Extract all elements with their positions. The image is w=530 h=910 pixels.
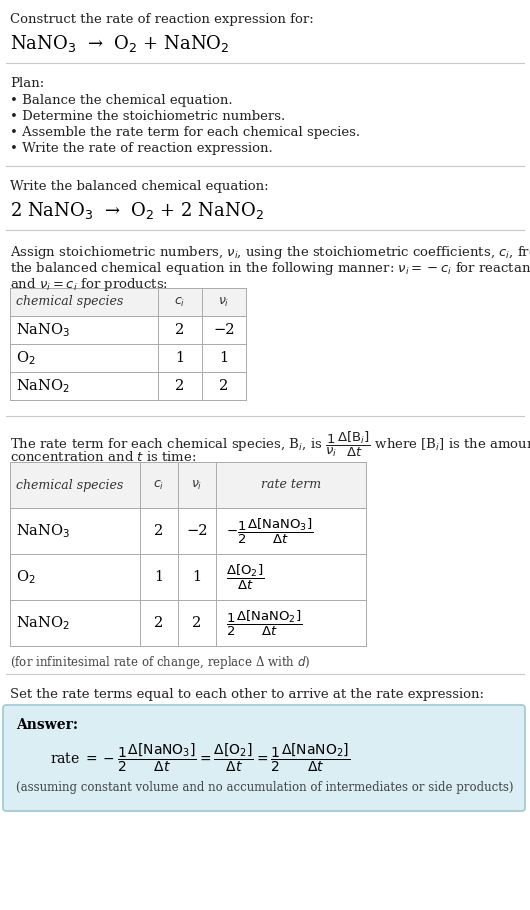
Text: 2: 2: [192, 616, 201, 630]
Text: 1: 1: [219, 351, 228, 365]
Text: $\nu_i$: $\nu_i$: [218, 296, 229, 308]
FancyBboxPatch shape: [3, 705, 525, 811]
Text: (assuming constant volume and no accumulation of intermediates or side products): (assuming constant volume and no accumul…: [16, 781, 514, 794]
Text: $c_i$: $c_i$: [174, 296, 186, 308]
Text: concentration and $t$ is time:: concentration and $t$ is time:: [10, 450, 197, 464]
Text: Construct the rate of reaction expression for:: Construct the rate of reaction expressio…: [10, 13, 314, 26]
Bar: [10, 288, 246, 316]
Text: 2: 2: [154, 524, 164, 538]
Text: rate $= -\dfrac{1}{2}\dfrac{\Delta[\mathrm{NaNO_3}]}{\Delta t} = \dfrac{\Delta[\: rate $= -\dfrac{1}{2}\dfrac{\Delta[\math…: [50, 742, 350, 774]
Text: rate term: rate term: [261, 479, 321, 491]
Text: $-\dfrac{1}{2}\dfrac{\Delta[\mathrm{NaNO_3}]}{\Delta t}$: $-\dfrac{1}{2}\dfrac{\Delta[\mathrm{NaNO…: [226, 516, 313, 546]
Text: 2: 2: [175, 379, 184, 393]
Text: • Balance the chemical equation.: • Balance the chemical equation.: [10, 94, 233, 107]
Bar: [10, 462, 366, 508]
Text: 1: 1: [175, 351, 184, 365]
Text: 1: 1: [154, 570, 164, 584]
Text: and $\nu_i = c_i$ for products:: and $\nu_i = c_i$ for products:: [10, 276, 168, 293]
Text: O$_2$: O$_2$: [16, 568, 36, 586]
Text: Answer:: Answer:: [16, 718, 78, 732]
Bar: [10, 288, 246, 400]
Text: −2: −2: [186, 524, 208, 538]
Text: Assign stoichiometric numbers, $\nu_i$, using the stoichiometric coefficients, $: Assign stoichiometric numbers, $\nu_i$, …: [10, 244, 530, 261]
Text: NaNO$_2$: NaNO$_2$: [16, 614, 70, 632]
Text: 2 NaNO$_3$  →  O$_2$ + 2 NaNO$_2$: 2 NaNO$_3$ → O$_2$ + 2 NaNO$_2$: [10, 200, 264, 221]
Text: • Write the rate of reaction expression.: • Write the rate of reaction expression.: [10, 142, 273, 155]
Text: 2: 2: [219, 379, 228, 393]
Text: NaNO$_2$: NaNO$_2$: [16, 377, 70, 395]
Text: NaNO$_3$: NaNO$_3$: [16, 522, 70, 540]
Text: 1: 1: [192, 570, 201, 584]
Bar: [10, 462, 366, 646]
Text: • Determine the stoichiometric numbers.: • Determine the stoichiometric numbers.: [10, 110, 285, 123]
Text: O$_2$: O$_2$: [16, 349, 36, 367]
Text: • Assemble the rate term for each chemical species.: • Assemble the rate term for each chemic…: [10, 126, 360, 139]
Text: 2: 2: [175, 323, 184, 337]
Text: 2: 2: [154, 616, 164, 630]
Text: $\nu_i$: $\nu_i$: [191, 479, 202, 491]
Text: (for infinitesimal rate of change, replace Δ with $d$): (for infinitesimal rate of change, repla…: [10, 654, 311, 671]
Text: The rate term for each chemical species, B$_i$, is $\dfrac{1}{\nu_i}\dfrac{\Delt: The rate term for each chemical species,…: [10, 430, 530, 460]
Text: chemical species: chemical species: [16, 296, 123, 308]
Text: chemical species: chemical species: [16, 479, 123, 491]
Text: Plan:: Plan:: [10, 77, 44, 90]
Text: Write the balanced chemical equation:: Write the balanced chemical equation:: [10, 180, 269, 193]
Text: $\dfrac{\Delta[\mathrm{O_2}]}{\Delta t}$: $\dfrac{\Delta[\mathrm{O_2}]}{\Delta t}$: [226, 562, 264, 592]
Text: Set the rate terms equal to each other to arrive at the rate expression:: Set the rate terms equal to each other t…: [10, 688, 484, 701]
Text: $c_i$: $c_i$: [153, 479, 165, 491]
Text: NaNO$_3$: NaNO$_3$: [16, 321, 70, 339]
Text: the balanced chemical equation in the following manner: $\nu_i = -c_i$ for react: the balanced chemical equation in the fo…: [10, 260, 530, 277]
Text: −2: −2: [213, 323, 235, 337]
Text: NaNO$_3$  →  O$_2$ + NaNO$_2$: NaNO$_3$ → O$_2$ + NaNO$_2$: [10, 33, 229, 54]
Text: $\dfrac{1}{2}\dfrac{\Delta[\mathrm{NaNO_2}]}{\Delta t}$: $\dfrac{1}{2}\dfrac{\Delta[\mathrm{NaNO_…: [226, 609, 302, 638]
